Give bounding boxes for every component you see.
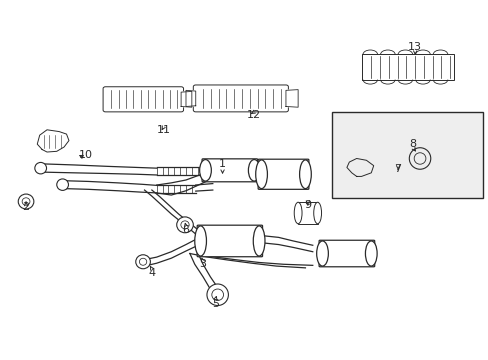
Polygon shape [181, 91, 191, 107]
FancyBboxPatch shape [319, 240, 374, 267]
Text: 1: 1 [219, 159, 225, 169]
Ellipse shape [413, 153, 425, 164]
Ellipse shape [253, 226, 264, 256]
Ellipse shape [199, 159, 211, 181]
Ellipse shape [255, 160, 267, 189]
FancyBboxPatch shape [103, 87, 183, 112]
Ellipse shape [57, 179, 68, 190]
Ellipse shape [139, 258, 146, 265]
Ellipse shape [211, 289, 223, 301]
Polygon shape [285, 90, 298, 107]
FancyBboxPatch shape [202, 159, 257, 182]
Text: 7: 7 [394, 164, 401, 174]
Text: 6: 6 [182, 225, 189, 235]
Text: 11: 11 [157, 125, 171, 135]
Ellipse shape [294, 202, 302, 224]
Ellipse shape [194, 226, 206, 256]
Text: 4: 4 [148, 268, 155, 278]
Text: 3: 3 [199, 259, 206, 269]
Text: 12: 12 [247, 111, 261, 121]
Ellipse shape [299, 160, 311, 189]
Ellipse shape [22, 198, 30, 205]
Polygon shape [185, 90, 195, 107]
Ellipse shape [316, 241, 328, 266]
Ellipse shape [313, 202, 321, 224]
Text: 13: 13 [407, 42, 421, 52]
Text: 9: 9 [304, 200, 311, 210]
Ellipse shape [408, 148, 430, 169]
FancyBboxPatch shape [197, 225, 262, 257]
Ellipse shape [206, 284, 228, 306]
Ellipse shape [18, 194, 34, 209]
Ellipse shape [136, 255, 150, 269]
Ellipse shape [181, 221, 189, 229]
Bar [298, 202, 317, 224]
Ellipse shape [176, 217, 193, 233]
Ellipse shape [248, 159, 260, 181]
Polygon shape [346, 158, 373, 176]
Text: 8: 8 [408, 139, 415, 149]
FancyBboxPatch shape [258, 159, 308, 189]
Bar [361, 54, 453, 80]
Bar [331, 112, 483, 198]
FancyBboxPatch shape [193, 85, 288, 112]
Text: 10: 10 [79, 150, 93, 160]
Ellipse shape [35, 162, 46, 174]
Polygon shape [37, 130, 69, 152]
Text: 5: 5 [211, 299, 218, 309]
Ellipse shape [365, 241, 376, 266]
Text: 2: 2 [22, 202, 30, 212]
